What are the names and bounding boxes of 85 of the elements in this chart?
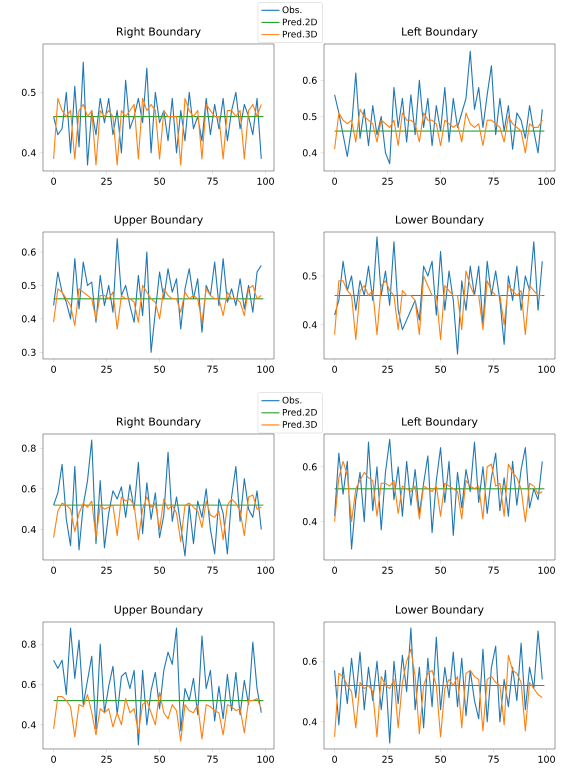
x-tick-label: 75 <box>207 366 218 373</box>
y-tick-label: 0.6 <box>302 658 317 665</box>
x-tick-label: 0 <box>51 756 56 763</box>
y-tick-label: 0.6 <box>22 680 36 688</box>
legend-label: Pred.3D <box>282 420 317 428</box>
chart-title: Lower Boundary <box>396 215 484 226</box>
line-series <box>53 494 262 542</box>
x-tick-label: 0 <box>332 366 337 373</box>
legend-label: Pred.2D <box>282 18 317 26</box>
x-tick-label: 0 <box>332 566 337 574</box>
line-series <box>334 50 543 164</box>
y-tick-label: 0.8 <box>22 444 36 452</box>
x-tick-label: 50 <box>154 566 165 574</box>
y-tick-label: 0.4 <box>302 718 317 726</box>
y-tick-label: 0.6 <box>302 463 317 470</box>
x-tick-label: 100 <box>538 366 555 373</box>
y-tick-label: 0.5 <box>22 282 36 290</box>
chart-title: Lower Boundary <box>396 605 484 616</box>
x-tick-label: 25 <box>382 566 393 574</box>
x-tick-label: 100 <box>258 178 274 185</box>
y-tick-label: 0.8 <box>22 640 36 648</box>
x-tick-label: 0 <box>51 566 56 574</box>
x-tick-label: 75 <box>207 566 218 574</box>
line-series <box>53 62 262 166</box>
x-tick-label: 25 <box>101 756 112 763</box>
line-series <box>53 238 262 353</box>
y-tick-label: 0.6 <box>22 248 36 256</box>
x-tick-label: 75 <box>488 566 499 574</box>
x-tick-label: 25 <box>382 756 393 763</box>
chart-title: Right Boundary <box>117 27 201 38</box>
y-tick-label: 0.5 <box>302 272 316 280</box>
chart-title: Upper Boundary <box>114 605 203 616</box>
y-tick-label: 0.5 <box>22 88 36 96</box>
x-tick-label: 50 <box>154 178 165 185</box>
x-tick-label: 25 <box>101 566 112 574</box>
chart-title: Left Boundary <box>402 27 478 38</box>
x-tick-label: 75 <box>488 366 499 373</box>
x-tick-label: 50 <box>435 756 446 763</box>
x-tick-label: 75 <box>207 178 218 185</box>
y-tick-label: 0.4 <box>302 518 317 526</box>
x-tick-label: 0 <box>332 178 337 185</box>
x-tick-label: 100 <box>538 756 555 763</box>
chart-title: Left Boundary <box>402 417 478 428</box>
legend-label: Pred.2D <box>282 408 317 416</box>
y-tick-label: 0.5 <box>302 112 316 120</box>
x-tick-label: 100 <box>258 366 274 373</box>
chart-title: Right Boundary <box>117 417 201 428</box>
x-tick-label: 25 <box>382 178 393 185</box>
x-tick-label: 75 <box>488 178 499 185</box>
x-tick-label: 50 <box>154 366 165 373</box>
line-series <box>334 438 543 550</box>
x-tick-label: 50 <box>154 756 165 763</box>
y-tick-label: 0.4 <box>302 321 317 328</box>
x-tick-label: 100 <box>538 178 555 185</box>
x-tick-label: 100 <box>258 756 274 763</box>
y-tick-label: 0.4 <box>22 526 36 534</box>
y-tick-label: 0.6 <box>302 76 317 84</box>
x-tick-label: 25 <box>101 178 112 185</box>
x-tick-label: 100 <box>258 566 274 574</box>
y-tick-label: 0.4 <box>22 315 36 322</box>
chart-title: Upper Boundary <box>114 215 203 226</box>
legend-label: Obs. <box>282 396 302 404</box>
y-tick-label: 0.6 <box>22 485 36 492</box>
x-tick-label: 100 <box>538 566 555 574</box>
x-tick-label: 0 <box>51 366 56 373</box>
y-tick-label: 0.3 <box>22 348 36 356</box>
line-series <box>334 648 543 738</box>
legend-label: Obs. <box>282 6 302 14</box>
x-tick-label: 0 <box>51 178 56 185</box>
line-series <box>53 627 262 746</box>
x-tick-label: 75 <box>207 756 218 763</box>
y-tick-label: 0.4 <box>302 149 317 156</box>
legend-label: Pred.3D <box>282 30 317 38</box>
x-tick-label: 50 <box>435 566 446 574</box>
x-tick-label: 75 <box>488 756 499 763</box>
y-tick-label: 0.4 <box>22 149 36 156</box>
x-tick-label: 25 <box>382 366 393 373</box>
x-tick-label: 50 <box>435 178 446 185</box>
line-series <box>53 440 262 556</box>
x-tick-label: 50 <box>435 366 446 373</box>
x-tick-label: 25 <box>101 366 112 373</box>
x-tick-label: 0 <box>332 756 337 763</box>
line-series <box>334 627 543 744</box>
line-series <box>53 692 262 742</box>
y-tick-label: 0.4 <box>22 721 36 728</box>
